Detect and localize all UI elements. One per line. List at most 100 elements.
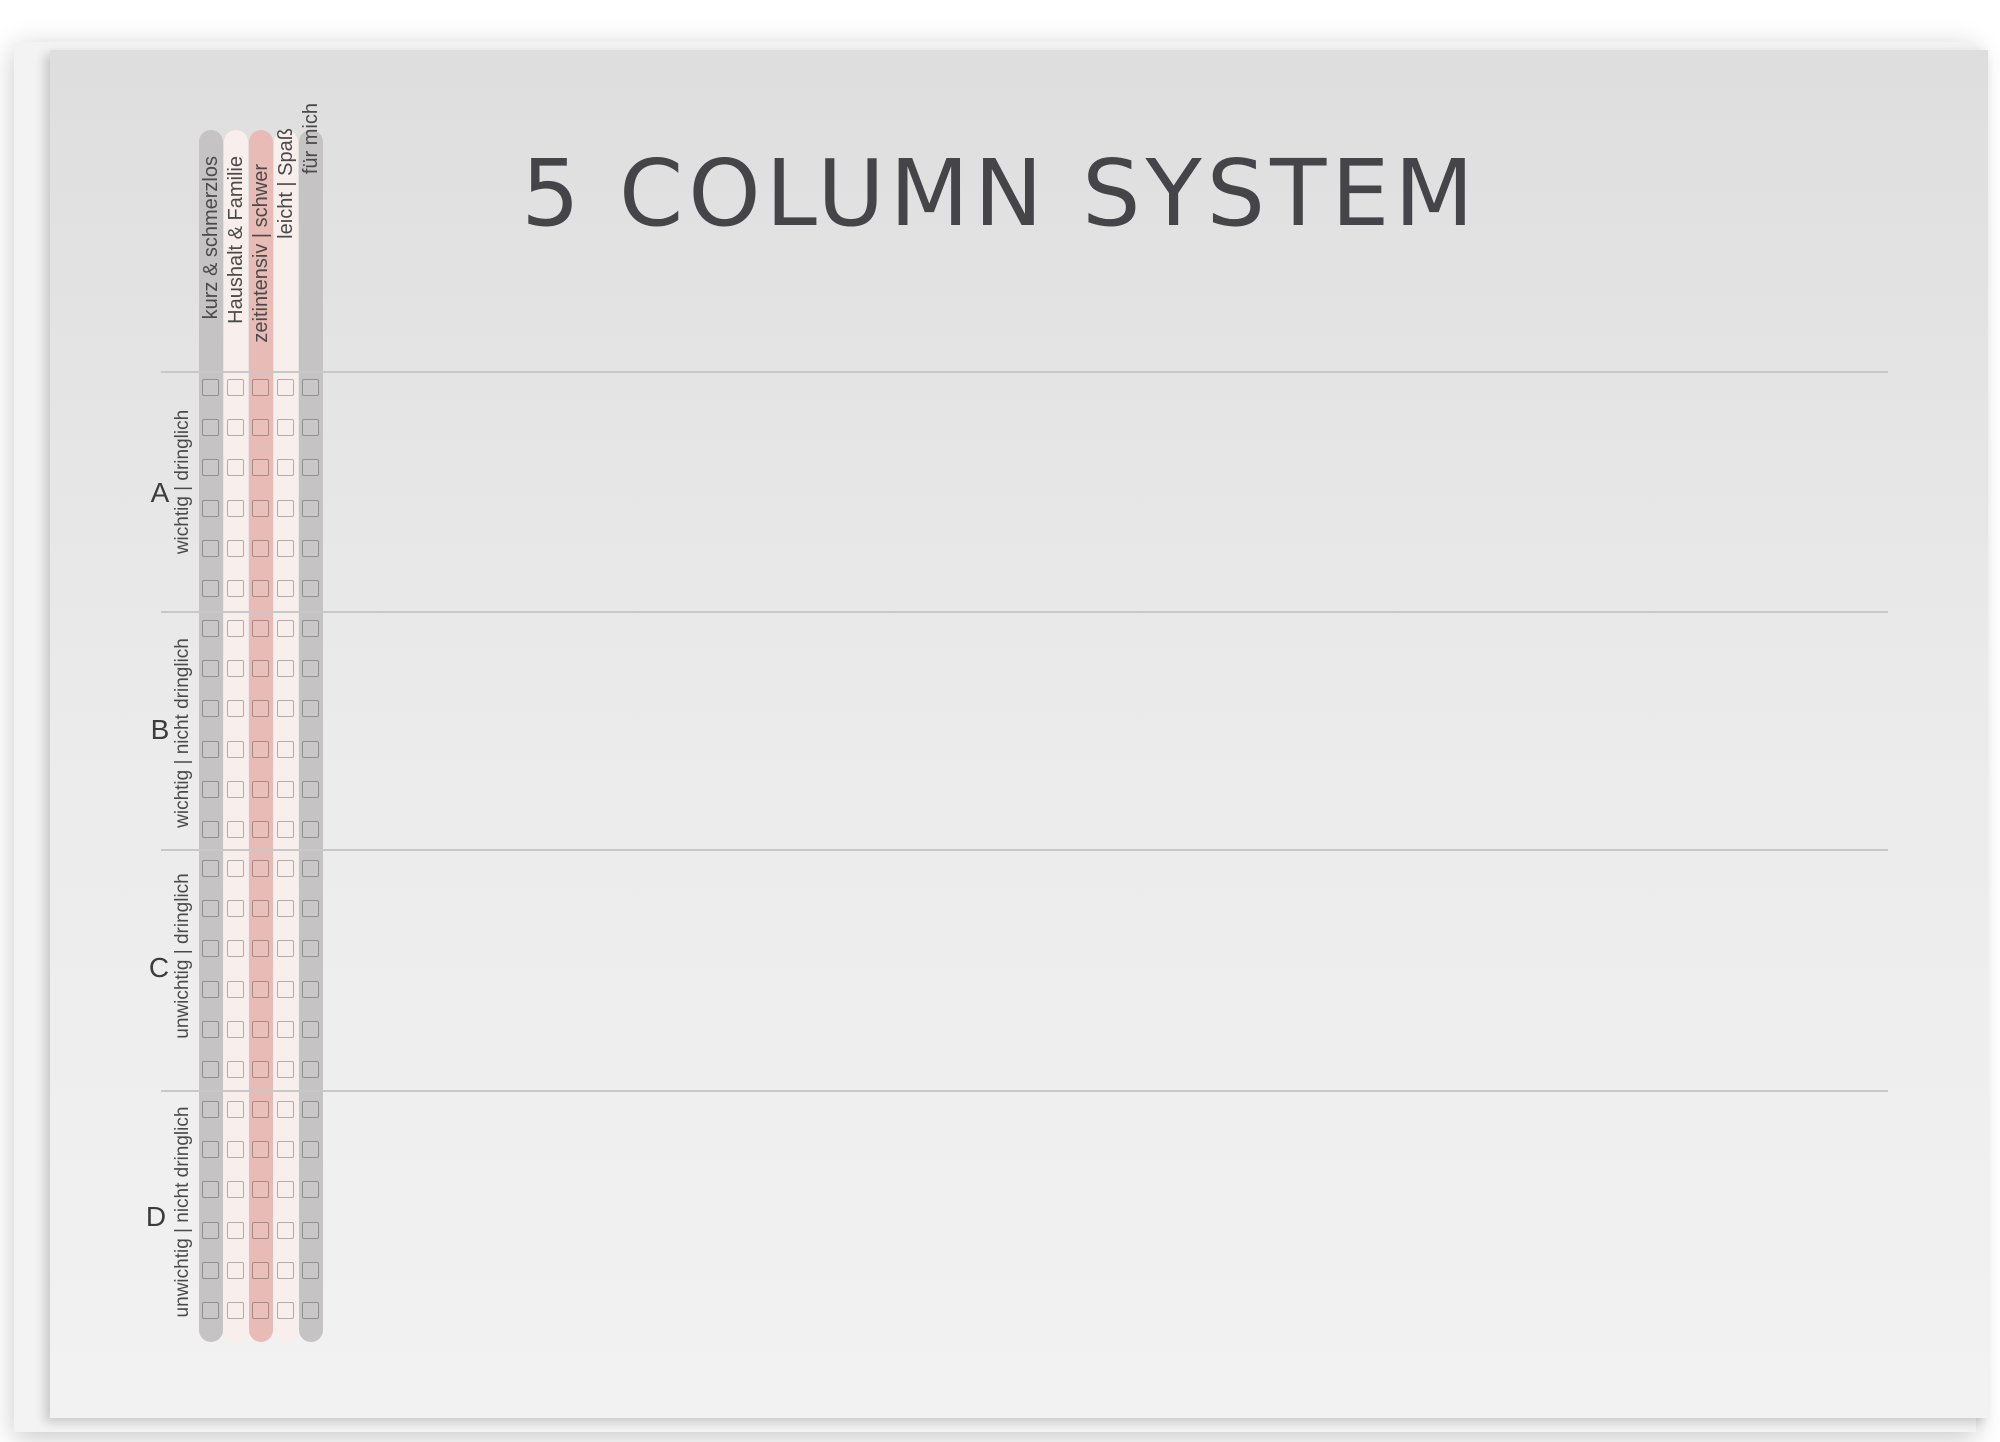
task-checkbox-d-3-1[interactable] [202, 1181, 219, 1198]
task-checkbox-c-1-1[interactable] [202, 860, 219, 877]
task-checkbox-c-5-1[interactable] [202, 1021, 219, 1038]
task-checkbox-a-6-3[interactable] [252, 580, 269, 597]
task-checkbox-c-5-2[interactable] [227, 1021, 244, 1038]
task-checkbox-d-6-2[interactable] [227, 1302, 244, 1319]
task-checkbox-d-2-4[interactable] [277, 1141, 294, 1158]
task-checkbox-c-4-5[interactable] [302, 981, 319, 998]
task-checkbox-d-1-4[interactable] [277, 1101, 294, 1118]
task-checkbox-a-6-1[interactable] [202, 580, 219, 597]
task-checkbox-d-1-1[interactable] [202, 1101, 219, 1118]
task-checkbox-d-2-5[interactable] [302, 1141, 319, 1158]
task-checkbox-c-4-4[interactable] [277, 981, 294, 998]
task-checkbox-c-4-2[interactable] [227, 981, 244, 998]
task-checkbox-c-1-2[interactable] [227, 860, 244, 877]
task-checkbox-c-2-1[interactable] [202, 900, 219, 917]
task-checkbox-a-2-1[interactable] [202, 419, 219, 436]
task-checkbox-a-2-5[interactable] [302, 419, 319, 436]
task-checkbox-b-4-4[interactable] [277, 741, 294, 758]
task-checkbox-b-3-1[interactable] [202, 700, 219, 717]
task-checkbox-b-2-3[interactable] [252, 660, 269, 677]
task-checkbox-b-2-5[interactable] [302, 660, 319, 677]
task-checkbox-d-2-1[interactable] [202, 1141, 219, 1158]
task-checkbox-a-4-4[interactable] [277, 500, 294, 517]
task-checkbox-d-6-4[interactable] [277, 1302, 294, 1319]
task-checkbox-d-3-3[interactable] [252, 1181, 269, 1198]
task-checkbox-b-6-2[interactable] [227, 821, 244, 838]
task-checkbox-b-2-4[interactable] [277, 660, 294, 677]
task-checkbox-b-3-5[interactable] [302, 700, 319, 717]
task-checkbox-c-4-1[interactable] [202, 981, 219, 998]
task-checkbox-c-2-2[interactable] [227, 900, 244, 917]
task-checkbox-c-5-3[interactable] [252, 1021, 269, 1038]
task-checkbox-c-2-5[interactable] [302, 900, 319, 917]
task-checkbox-c-5-4[interactable] [277, 1021, 294, 1038]
task-checkbox-b-6-4[interactable] [277, 821, 294, 838]
task-checkbox-d-2-3[interactable] [252, 1141, 269, 1158]
task-checkbox-a-2-3[interactable] [252, 419, 269, 436]
task-checkbox-c-3-1[interactable] [202, 940, 219, 957]
task-checkbox-d-4-4[interactable] [277, 1222, 294, 1239]
task-checkbox-d-1-3[interactable] [252, 1101, 269, 1118]
task-checkbox-d-4-2[interactable] [227, 1222, 244, 1239]
task-checkbox-b-1-2[interactable] [227, 620, 244, 637]
task-checkbox-a-6-2[interactable] [227, 580, 244, 597]
task-checkbox-d-1-5[interactable] [302, 1101, 319, 1118]
task-checkbox-d-3-5[interactable] [302, 1181, 319, 1198]
task-checkbox-d-5-3[interactable] [252, 1262, 269, 1279]
task-checkbox-a-3-5[interactable] [302, 459, 319, 476]
task-checkbox-b-5-5[interactable] [302, 781, 319, 798]
task-checkbox-a-5-4[interactable] [277, 540, 294, 557]
task-checkbox-a-3-3[interactable] [252, 459, 269, 476]
task-checkbox-d-5-5[interactable] [302, 1262, 319, 1279]
task-checkbox-c-6-5[interactable] [302, 1061, 319, 1078]
task-checkbox-c-6-3[interactable] [252, 1061, 269, 1078]
task-checkbox-b-5-4[interactable] [277, 781, 294, 798]
task-checkbox-b-2-2[interactable] [227, 660, 244, 677]
task-checkbox-d-6-3[interactable] [252, 1302, 269, 1319]
task-checkbox-b-6-1[interactable] [202, 821, 219, 838]
task-checkbox-c-5-5[interactable] [302, 1021, 319, 1038]
task-checkbox-d-6-1[interactable] [202, 1302, 219, 1319]
task-checkbox-b-6-5[interactable] [302, 821, 319, 838]
task-checkbox-a-1-4[interactable] [277, 379, 294, 396]
task-checkbox-d-6-5[interactable] [302, 1302, 319, 1319]
task-checkbox-c-2-4[interactable] [277, 900, 294, 917]
task-checkbox-b-4-1[interactable] [202, 741, 219, 758]
task-checkbox-d-4-5[interactable] [302, 1222, 319, 1239]
task-checkbox-c-4-3[interactable] [252, 981, 269, 998]
task-checkbox-b-5-3[interactable] [252, 781, 269, 798]
task-checkbox-b-3-3[interactable] [252, 700, 269, 717]
task-checkbox-c-3-4[interactable] [277, 940, 294, 957]
task-checkbox-b-4-2[interactable] [227, 741, 244, 758]
task-checkbox-b-2-1[interactable] [202, 660, 219, 677]
task-checkbox-a-3-4[interactable] [277, 459, 294, 476]
task-checkbox-d-5-1[interactable] [202, 1262, 219, 1279]
task-checkbox-c-6-1[interactable] [202, 1061, 219, 1078]
task-checkbox-d-4-1[interactable] [202, 1222, 219, 1239]
task-checkbox-a-2-2[interactable] [227, 419, 244, 436]
task-checkbox-d-4-3[interactable] [252, 1222, 269, 1239]
task-checkbox-a-3-1[interactable] [202, 459, 219, 476]
task-checkbox-c-1-4[interactable] [277, 860, 294, 877]
task-checkbox-b-3-4[interactable] [277, 700, 294, 717]
task-checkbox-c-3-5[interactable] [302, 940, 319, 957]
task-checkbox-a-1-5[interactable] [302, 379, 319, 396]
task-checkbox-d-5-2[interactable] [227, 1262, 244, 1279]
task-checkbox-a-1-3[interactable] [252, 379, 269, 396]
task-checkbox-a-3-2[interactable] [227, 459, 244, 476]
task-checkbox-a-4-3[interactable] [252, 500, 269, 517]
task-checkbox-a-5-5[interactable] [302, 540, 319, 557]
task-checkbox-c-6-4[interactable] [277, 1061, 294, 1078]
task-checkbox-a-1-2[interactable] [227, 379, 244, 396]
task-checkbox-a-4-2[interactable] [227, 500, 244, 517]
task-checkbox-a-5-3[interactable] [252, 540, 269, 557]
task-checkbox-d-3-2[interactable] [227, 1181, 244, 1198]
task-checkbox-a-6-4[interactable] [277, 580, 294, 597]
task-checkbox-c-3-2[interactable] [227, 940, 244, 957]
task-checkbox-c-1-5[interactable] [302, 860, 319, 877]
task-checkbox-b-1-3[interactable] [252, 620, 269, 637]
task-checkbox-d-1-2[interactable] [227, 1101, 244, 1118]
task-checkbox-c-2-3[interactable] [252, 900, 269, 917]
task-checkbox-c-3-3[interactable] [252, 940, 269, 957]
task-checkbox-b-5-1[interactable] [202, 781, 219, 798]
